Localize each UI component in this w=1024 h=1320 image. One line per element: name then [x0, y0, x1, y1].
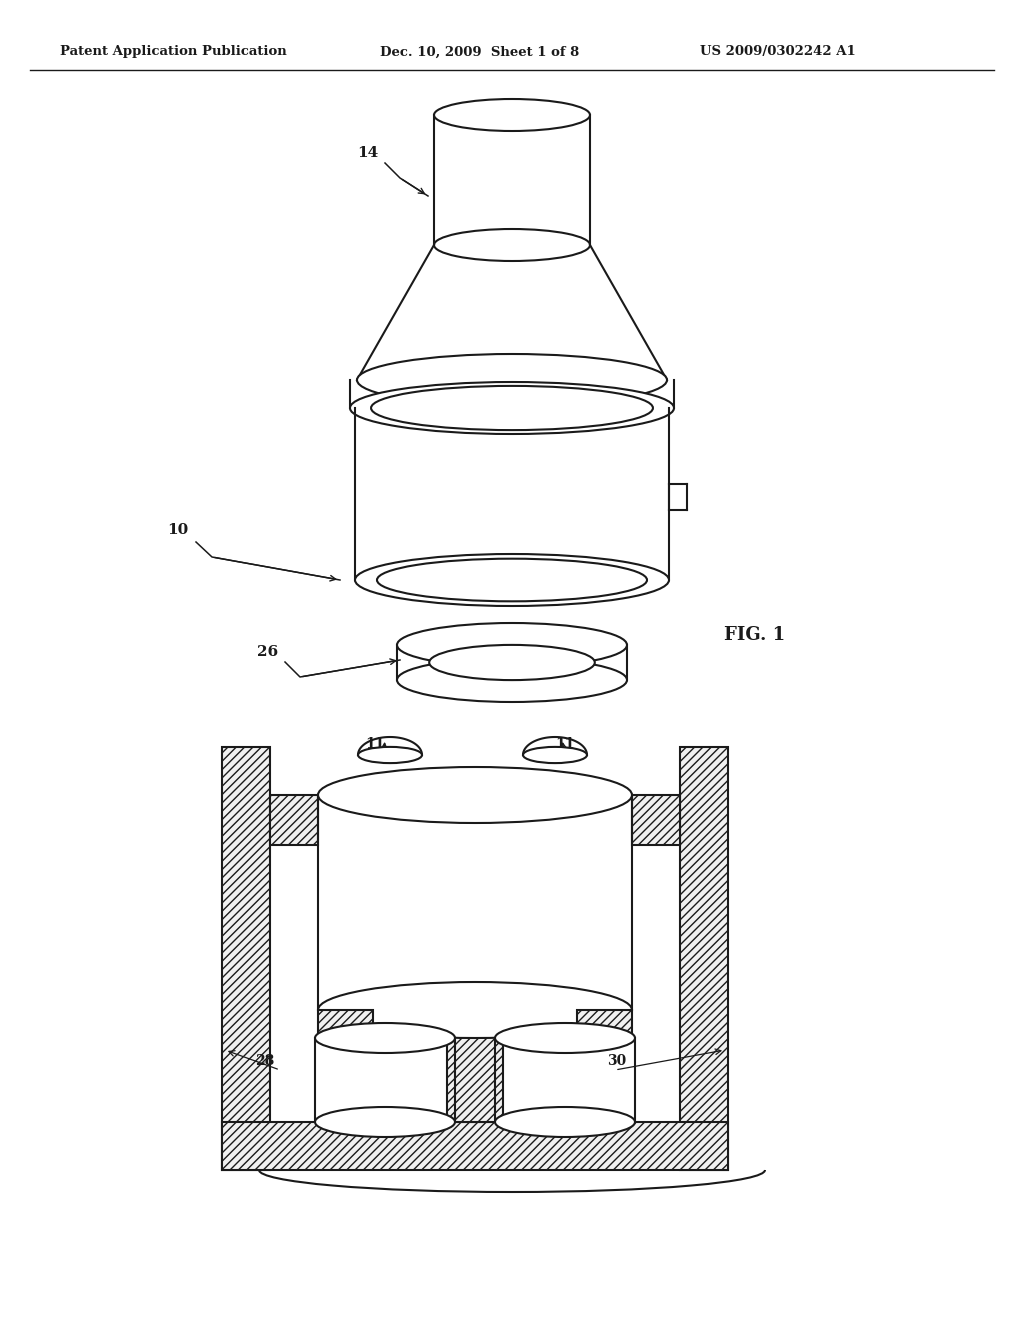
Ellipse shape	[315, 1023, 455, 1053]
Ellipse shape	[397, 623, 627, 667]
Ellipse shape	[434, 99, 590, 131]
Text: 10: 10	[167, 523, 188, 537]
Text: 26: 26	[257, 645, 279, 659]
Bar	[222, 1122, 728, 1170]
Bar	[632, 795, 680, 845]
Text: 14: 14	[357, 147, 379, 160]
Ellipse shape	[377, 558, 647, 602]
Ellipse shape	[523, 747, 587, 763]
Ellipse shape	[429, 645, 595, 680]
Ellipse shape	[315, 1107, 455, 1137]
Ellipse shape	[495, 1023, 635, 1053]
Ellipse shape	[357, 354, 667, 407]
Bar	[222, 747, 270, 1170]
Ellipse shape	[355, 554, 669, 606]
Bar	[318, 1010, 373, 1038]
Bar	[577, 1010, 632, 1038]
Text: Dec. 10, 2009  Sheet 1 of 8: Dec. 10, 2009 Sheet 1 of 8	[380, 45, 580, 58]
Text: Patent Application Publication: Patent Application Publication	[60, 45, 287, 58]
Ellipse shape	[495, 1107, 635, 1137]
Ellipse shape	[318, 982, 632, 1038]
Text: 30: 30	[607, 1053, 627, 1068]
Text: US 2009/0302242 A1: US 2009/0302242 A1	[700, 45, 856, 58]
Bar	[680, 747, 728, 1170]
Bar	[270, 795, 318, 845]
Text: 11: 11	[555, 737, 574, 751]
Text: 28: 28	[255, 1053, 274, 1068]
Ellipse shape	[397, 657, 627, 702]
Ellipse shape	[358, 747, 422, 763]
Ellipse shape	[350, 381, 674, 434]
Text: FIG. 1: FIG. 1	[724, 626, 785, 644]
Text: 11: 11	[365, 737, 384, 751]
Ellipse shape	[318, 767, 632, 822]
Bar	[447, 1010, 503, 1122]
Ellipse shape	[434, 228, 590, 261]
Ellipse shape	[371, 385, 653, 430]
